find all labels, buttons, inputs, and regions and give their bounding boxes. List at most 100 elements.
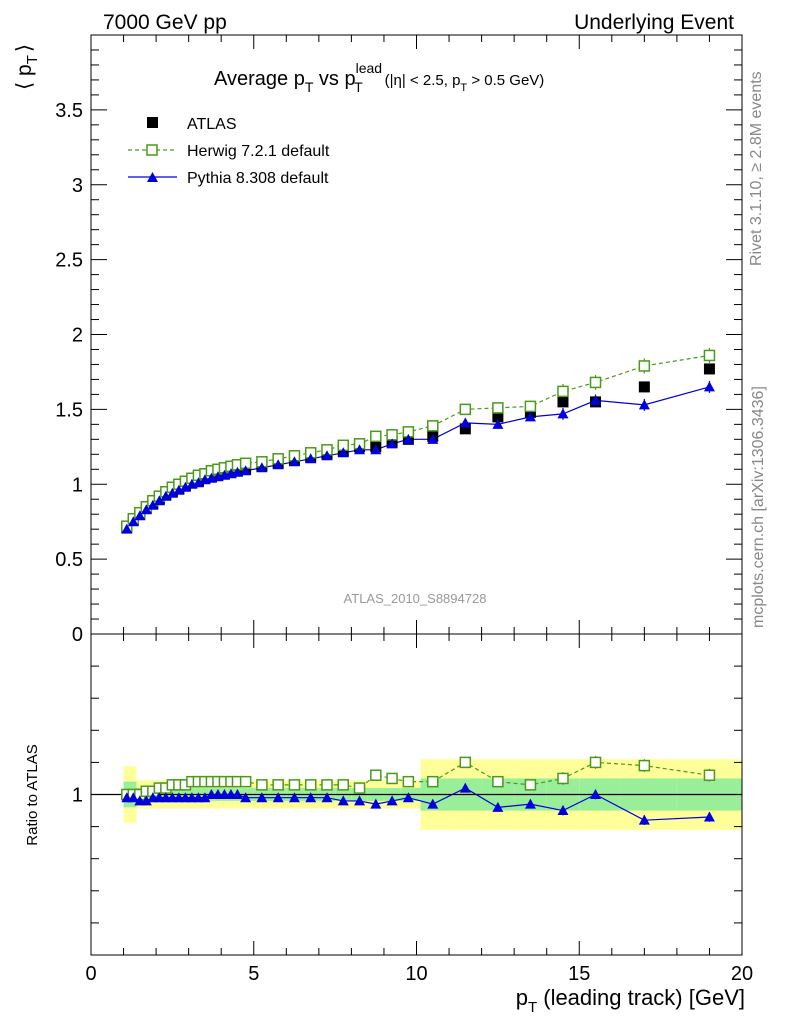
herwig-point — [557, 385, 569, 398]
pythia-ratio-point — [321, 792, 333, 803]
pythia-ratio-point — [140, 795, 152, 806]
atlas-point — [459, 423, 471, 435]
ratio-ylabel: Ratio to ATLAS — [24, 744, 41, 845]
pythia-ratio-point — [459, 782, 471, 793]
legend-label-atlas: ATLAS — [187, 116, 237, 133]
pythia-point — [134, 510, 146, 521]
pythia-point — [492, 418, 504, 429]
pythia-point — [557, 408, 569, 419]
pythia-point — [402, 433, 414, 444]
pythia-point — [272, 459, 284, 470]
pythia-line — [126, 386, 710, 530]
herwig-point — [459, 403, 472, 416]
rivet-label: Rivet 3.1.10, ≥ 2.8M events — [748, 71, 765, 266]
herwig-ratio-point — [524, 779, 537, 791]
herwig-ratio-point — [272, 779, 284, 791]
pythia-point — [192, 477, 204, 488]
legend-label-pythia: Pythia 8.308 default — [187, 170, 329, 187]
pythia-ratio-point — [305, 792, 317, 803]
pythia-point — [354, 444, 366, 455]
legend-marker-atlas — [147, 117, 158, 128]
pythia-point — [231, 466, 243, 477]
pythia-ratio-point — [288, 792, 300, 803]
xlabel-part-2: (leading track) [GeV] — [537, 985, 745, 1010]
pythia-point — [256, 462, 268, 473]
pythia-ratio-point — [256, 792, 268, 803]
herwig-ratio-point — [304, 779, 317, 791]
title-cut-end: > 0.5 GeV) — [467, 72, 544, 89]
pythia-ratio-point — [272, 792, 284, 803]
pythia-point — [153, 495, 165, 506]
ylabel-part-1: ⟨ p — [13, 64, 36, 90]
ratio-ytick-label: 1 — [72, 785, 83, 807]
herwig-ratio-point — [353, 782, 366, 794]
herwig-point — [370, 430, 382, 443]
pythia-ratio-point — [703, 811, 715, 822]
atlas-point — [492, 411, 504, 423]
pythia-ratio-point — [127, 792, 139, 803]
main-ytick-label: 0 — [72, 624, 83, 646]
pythia-ratio-point — [386, 795, 398, 806]
main-ytick-label: 3.5 — [55, 100, 83, 122]
herwig-ratio-point — [337, 779, 350, 791]
main-ytick-label: 3 — [72, 175, 83, 197]
title-sub-1: T — [305, 79, 314, 95]
pythia-ratio-point — [199, 792, 211, 803]
herwig-ratio-point — [239, 775, 252, 788]
x-tick-label: 15 — [568, 963, 590, 985]
legend-marker-herwig — [146, 144, 158, 156]
pythia-point — [427, 433, 439, 444]
herwig-ratio-point — [427, 775, 439, 788]
atlas-point — [638, 381, 650, 393]
herwig-point — [589, 376, 602, 389]
herwig-ratio-point — [256, 779, 268, 791]
herwig-point — [492, 402, 504, 414]
x-tick-label: 10 — [405, 963, 427, 985]
pythia-point — [173, 484, 185, 495]
x-tick-label: 20 — [731, 963, 753, 985]
pythia-ratio-point — [354, 795, 366, 806]
pythia-point — [321, 450, 333, 461]
ratio-panel: 0 5 10 15 20 1 — [72, 633, 753, 985]
main-ytick-label: 2.5 — [55, 250, 83, 272]
pythia-ratio-point — [590, 789, 602, 799]
herwig-ratio-point — [386, 772, 398, 785]
ylabel-part-2: ⟩ — [13, 44, 36, 52]
pythia-point — [127, 516, 139, 527]
title-part-2: vs p — [313, 68, 355, 90]
pythia-point — [459, 417, 471, 428]
title-sub-2: T — [354, 79, 363, 95]
pythia-point — [147, 499, 159, 510]
pythia-point — [337, 447, 349, 458]
pythia-ratio-point — [557, 805, 569, 816]
legend: ATLAS Herwig 7.2.1 default Pythia 8.308 … — [128, 116, 330, 187]
pythia-point — [305, 453, 317, 464]
pythia-ratio-point — [524, 798, 536, 809]
x-axis-label: pT (leading track) [GeV] — [516, 985, 745, 1016]
main-panel: 0 0.5 1 1.5 2 2.5 3 3.5 — [55, 34, 743, 646]
pythia-ratio-point — [337, 795, 349, 806]
herwig-ratio-point — [638, 759, 651, 772]
pythia-point — [160, 490, 172, 501]
pythia-ratio-point — [370, 798, 382, 809]
herwig-ratio-point — [589, 756, 602, 769]
pythia-point — [240, 465, 252, 476]
pythia-point — [140, 504, 152, 515]
main-ytick-label: 0.5 — [55, 549, 83, 571]
herwig-point — [524, 400, 537, 413]
header-right: Underlying Event — [574, 11, 734, 34]
pythia-ratio-point — [427, 798, 439, 809]
herwig-ratio-point — [492, 775, 504, 788]
main-title: Average pT vs plead T (|η| < 2.5, pT > 0.5… — [214, 60, 544, 95]
pythia-ratio-point — [638, 814, 650, 825]
herwig-point — [703, 349, 716, 362]
pythia-point — [166, 487, 178, 498]
ylabel-sub: T — [24, 55, 41, 64]
pythia-point — [370, 444, 382, 455]
xlabel-sub: T — [528, 999, 537, 1016]
legend-marker-pythia — [147, 172, 158, 182]
x-tick-label: 0 — [85, 963, 96, 985]
title-part-1: Average p — [214, 68, 305, 90]
pythia-point — [386, 438, 398, 449]
